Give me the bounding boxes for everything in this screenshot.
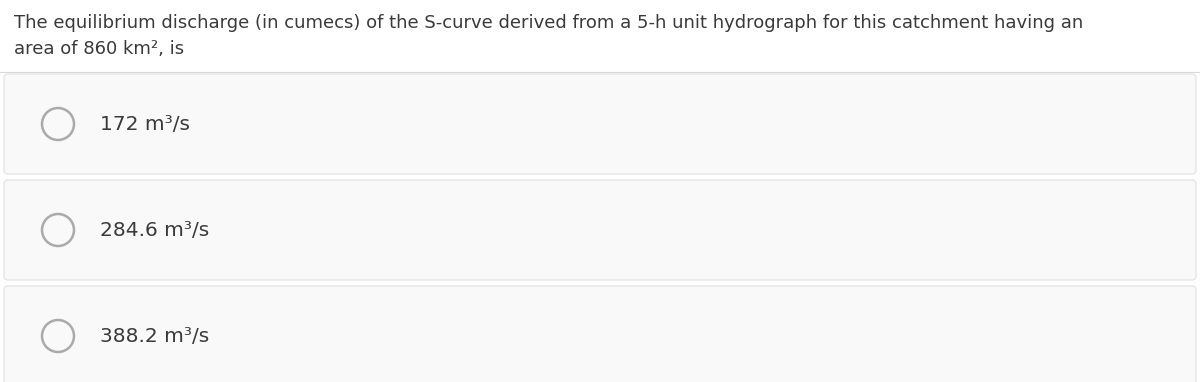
FancyBboxPatch shape (4, 180, 1196, 280)
Text: 284.6 m³/s: 284.6 m³/s (100, 220, 209, 240)
Text: The equilibrium discharge (in cumecs) of the S-curve derived from a 5-h unit hyd: The equilibrium discharge (in cumecs) of… (14, 14, 1084, 32)
FancyBboxPatch shape (4, 286, 1196, 382)
Text: area of 860 km², is: area of 860 km², is (14, 40, 184, 58)
Text: 172 m³/s: 172 m³/s (100, 115, 190, 133)
FancyBboxPatch shape (4, 74, 1196, 174)
Text: 388.2 m³/s: 388.2 m³/s (100, 327, 209, 345)
